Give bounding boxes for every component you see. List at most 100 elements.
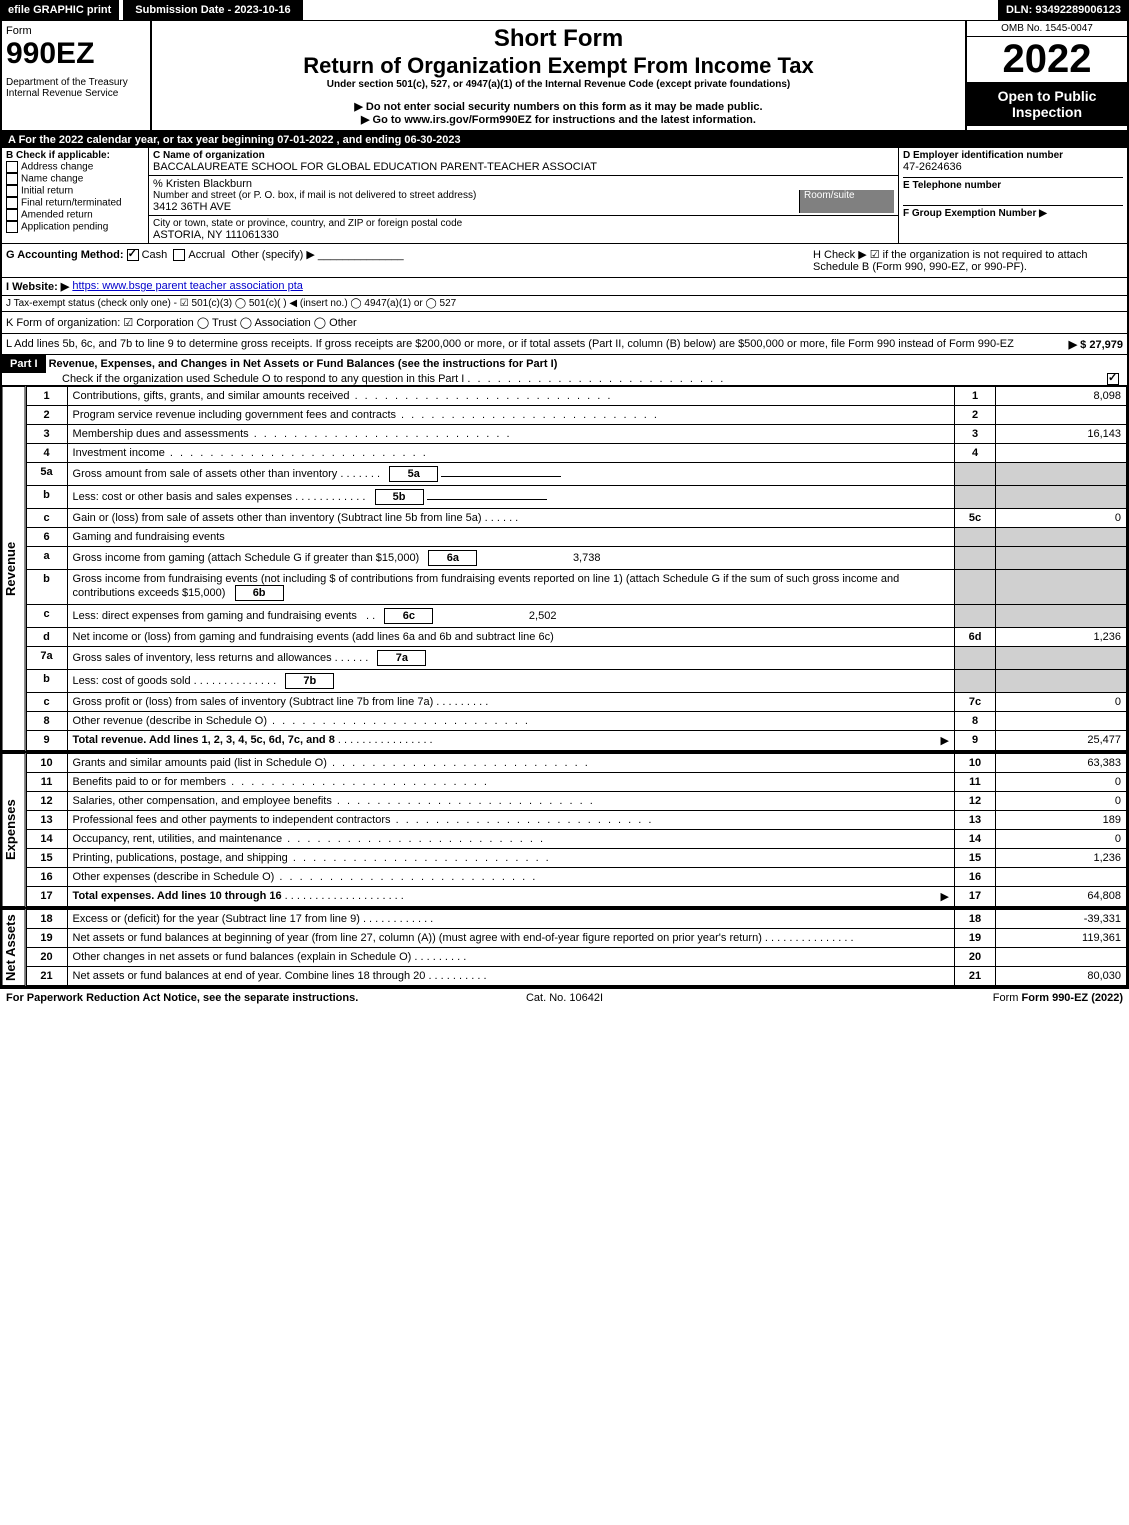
line-box: 1 — [955, 387, 996, 406]
chk-schedule-o[interactable] — [1107, 373, 1119, 385]
line-num: 2 — [26, 406, 67, 425]
footer-left: For Paperwork Reduction Act Notice, see … — [6, 992, 526, 1004]
line-num: 17 — [26, 887, 67, 907]
chk-app-pending[interactable] — [6, 221, 18, 233]
line-num: 14 — [26, 830, 67, 849]
line-box: 8 — [955, 712, 996, 731]
shaded-cell — [955, 670, 996, 693]
line-amt: 8,098 — [996, 387, 1127, 406]
line-num: 11 — [26, 773, 67, 792]
line-desc: Less: cost or other basis and sales expe… — [73, 491, 293, 503]
table-row: 17Total expenses. Add lines 10 through 1… — [26, 887, 1126, 907]
box-d-e-f: D Employer identification number 47-2624… — [899, 148, 1127, 243]
street-label: Number and street (or P. O. box, if mail… — [153, 190, 799, 201]
line-desc: Gross amount from sale of assets other t… — [73, 468, 338, 480]
line-desc: Salaries, other compensation, and employ… — [73, 795, 332, 807]
opt-app-pending: Application pending — [21, 222, 108, 233]
line-desc: Other changes in net assets or fund bala… — [73, 951, 412, 963]
shaded-cell — [955, 463, 996, 486]
city-state-zip: ASTORIA, NY 111061330 — [153, 229, 894, 241]
inner-amt: 3,738 — [480, 552, 600, 564]
chk-initial-return[interactable] — [6, 185, 18, 197]
line-j: J Tax-exempt status (check only one) - ☑… — [0, 296, 1129, 312]
chk-accrual[interactable] — [173, 249, 185, 261]
line-desc: Membership dues and assessments — [73, 428, 249, 440]
line-num: 7a — [26, 647, 67, 670]
irs-label: Internal Revenue Service — [6, 88, 146, 99]
shaded-cell — [955, 486, 996, 509]
table-row: 18 Excess or (deficit) for the year (Subt… — [26, 910, 1126, 929]
ein-value: 47-2624636 — [903, 161, 1123, 173]
line-num: b — [26, 486, 67, 509]
opt-other-specify: Other (specify) ▶ — [231, 249, 315, 261]
open-inspection: Open to Public Inspection — [967, 82, 1127, 126]
inner-amt — [441, 476, 561, 477]
website-link[interactable]: https: www.bsge parent teacher associati… — [72, 280, 303, 293]
chk-name-change[interactable] — [6, 173, 18, 185]
line-amt: 0 — [996, 830, 1127, 849]
care-of: % Kristen Blackburn — [153, 178, 894, 190]
opt-address-change: Address change — [21, 162, 93, 173]
under-section: Under section 501(c), 527, or 4947(a)(1)… — [160, 79, 957, 90]
table-row: 10Grants and similar amounts paid (list … — [26, 754, 1126, 773]
line-num: 4 — [26, 444, 67, 463]
inner-box-label: 6a — [428, 550, 477, 566]
line-amt: -39,331 — [996, 910, 1127, 929]
table-row: 14 Occupancy, rent, utilities, and mainte… — [26, 830, 1126, 849]
line-amt: 64,808 — [996, 887, 1127, 907]
table-row: bGross income from fundraising events (n… — [26, 570, 1126, 605]
line-desc: Gaming and fundraising events — [67, 528, 954, 547]
line-box: 14 — [955, 830, 996, 849]
inner-box-label: 6b — [235, 585, 284, 601]
inner-amt — [427, 499, 547, 500]
tax-year: 2022 — [967, 37, 1127, 82]
line-desc: Excess or (deficit) for the year (Subtra… — [73, 913, 360, 925]
part-i-check-text: Check if the organization used Schedule … — [62, 373, 464, 385]
shaded-cell — [996, 547, 1127, 570]
footer-center: Cat. No. 10642I — [526, 992, 603, 1004]
inner-box-label: 7a — [377, 650, 426, 666]
shaded-cell — [955, 528, 996, 547]
line-desc: Net assets or fund balances at end of ye… — [73, 970, 426, 982]
org-name-label: C Name of organization — [153, 150, 894, 161]
line-num: a — [26, 547, 67, 570]
table-row: 12 Salaries, other compensation, and empl… — [26, 792, 1126, 811]
efile-label[interactable]: efile GRAPHIC print — [0, 0, 119, 20]
page-footer: For Paperwork Reduction Act Notice, see … — [0, 988, 1129, 1007]
line-num: 20 — [26, 948, 67, 967]
revenue-table: 1Contributions, gifts, grants, and simil… — [26, 386, 1127, 751]
line-num: 15 — [26, 849, 67, 868]
line-num: c — [26, 605, 67, 628]
line-amt — [996, 868, 1127, 887]
line-desc: Less: direct expenses from gaming and fu… — [73, 610, 357, 622]
table-row: 1Contributions, gifts, grants, and simil… — [26, 387, 1126, 406]
chk-cash[interactable] — [127, 249, 139, 261]
table-row: 15Printing, publications, postage, and s… — [26, 849, 1126, 868]
dept-treasury: Department of the Treasury — [6, 77, 146, 88]
ein-label: D Employer identification number — [903, 150, 1123, 161]
opt-accrual: Accrual — [188, 249, 225, 261]
identity-section: B Check if applicable: Address change Na… — [0, 148, 1129, 244]
footer-right: Form Form 990-EZ (2022) — [603, 992, 1123, 1004]
line-desc: Gain or (loss) from sale of assets other… — [73, 512, 482, 524]
line-amt: 0 — [996, 693, 1127, 712]
dln-label: DLN: 93492289006123 — [998, 0, 1129, 20]
line-num: 18 — [26, 910, 67, 929]
arrow-icon: ▶ — [941, 890, 949, 903]
table-row: 2Program service revenue including gover… — [26, 406, 1126, 425]
inner-box-label: 6c — [384, 608, 433, 624]
inner-amt: 2,502 — [436, 610, 556, 622]
line-box: 12 — [955, 792, 996, 811]
line-num: 6 — [26, 528, 67, 547]
goto-link[interactable]: ▶ Go to www.irs.gov/Form990EZ for instru… — [160, 113, 957, 126]
chk-address-change[interactable] — [6, 161, 18, 173]
shaded-cell — [996, 486, 1127, 509]
chk-amended[interactable] — [6, 209, 18, 221]
table-row: 19Net assets or fund balances at beginni… — [26, 929, 1126, 948]
table-row: 20 Other changes in net assets or fund ba… — [26, 948, 1126, 967]
line-l-text: L Add lines 5b, 6c, and 7b to line 9 to … — [6, 338, 1014, 350]
chk-final-return[interactable] — [6, 197, 18, 209]
table-row: 16Other expenses (describe in Schedule O… — [26, 868, 1126, 887]
line-desc: Occupancy, rent, utilities, and maintena… — [73, 833, 283, 845]
line-desc: Other revenue (describe in Schedule O) — [73, 715, 267, 727]
